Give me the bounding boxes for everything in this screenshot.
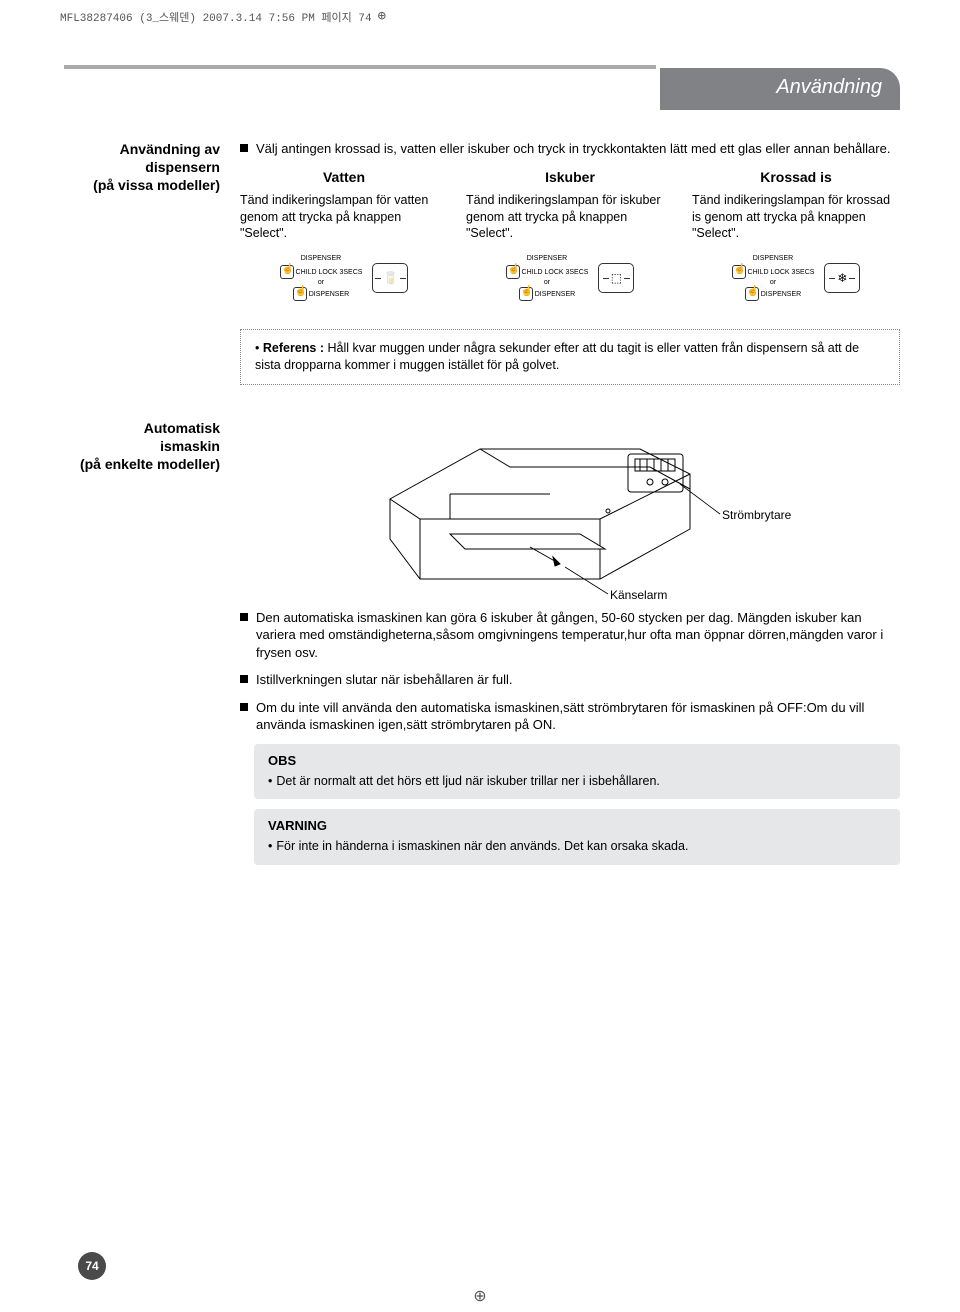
print-header-text: MFL38287406 (3_스웨덴) 2007.3.14 7:56 PM 페이… — [60, 9, 372, 25]
col-text: Tänd indikeringslampan för vatten genom … — [240, 192, 448, 241]
hand-icon — [293, 287, 307, 301]
fig-label-arm: Känselarm — [610, 587, 667, 603]
col-title: Iskuber — [466, 168, 674, 187]
intro-bullet: Välj antingen krossad is, vatten eller i… — [240, 140, 900, 158]
hand-bottom-label: DISPENSER — [535, 291, 575, 298]
col-cubes: Iskuber Tänd indikeringslampan för iskub… — [466, 168, 674, 301]
dash-icon — [624, 278, 630, 279]
page-number-text: 74 — [85, 1259, 98, 1273]
water-glyph-box: 🥛 — [372, 263, 408, 293]
varning-title: VARNING — [268, 817, 886, 835]
dot-icon: • — [268, 839, 272, 853]
page-content: Användning av dispensern (på vissa model… — [60, 140, 900, 875]
cube-glyph-box: ⬚ — [598, 263, 634, 293]
bullet-3: Om du inte vill använda den automatiska … — [240, 699, 900, 734]
bullet-1: Den automatiska ismaskinen kan göra 6 is… — [240, 609, 900, 662]
col-text: Tänd indikeringslampan för iskuber genom… — [466, 192, 674, 241]
dispenser-icons: DISPENSER CHILD LOCK 3SECS or DISPENSER … — [240, 255, 448, 301]
obs-title: OBS — [268, 752, 886, 770]
crop-mark-top: ⊕ — [378, 8, 386, 25]
side-heading-dispenser: Användning av dispensern (på vissa model… — [60, 140, 240, 195]
dot-icon: • — [268, 774, 272, 788]
hand-icon — [732, 265, 746, 279]
obs-line: • Det är normalt att det hörs ett ljud nä… — [268, 773, 886, 790]
dash-icon — [400, 278, 406, 279]
hand-lock-label: CHILD LOCK 3SECS — [522, 268, 589, 275]
dispenser-icons: DISPENSER CHILD LOCK 3SECS or DISPENSER … — [466, 255, 674, 301]
ref-label: Referens : — [263, 341, 328, 355]
col-water: Vatten Tänd indikeringslampan för vatten… — [240, 168, 448, 301]
dash-icon — [829, 278, 835, 279]
ref-text: Håll kvar muggen under några sekunder ef… — [255, 341, 859, 372]
hand-top-label: DISPENSER — [506, 255, 589, 263]
dispenser-icons: DISPENSER CHILD LOCK 3SECS or DISPENSER … — [692, 255, 900, 301]
section-tab-label: Användning — [776, 76, 882, 98]
crushed-icon: ❄ — [837, 270, 847, 286]
bullet-text: Istillverkningen slutar när isbehållaren… — [256, 671, 513, 689]
col-text: Tänd indikeringslampan för krossad is ge… — [692, 192, 900, 241]
hand-lock-label: CHILD LOCK 3SECS — [296, 268, 363, 275]
bullet-text: Om du inte vill använda den automatiska … — [256, 699, 900, 734]
page-number: 74 — [78, 1252, 106, 1280]
intro-bullet-text: Välj antingen krossad is, vatten eller i… — [256, 140, 890, 158]
header-rule — [64, 65, 656, 69]
bullet-icon — [240, 613, 248, 621]
side-heading-line: dispensern — [60, 158, 220, 176]
hand-bottom-label: DISPENSER — [309, 291, 349, 298]
hand-instruction: DISPENSER CHILD LOCK 3SECS or DISPENSER — [732, 255, 815, 301]
icemaker-figure: Strömbrytare Känselarm — [350, 419, 770, 609]
hand-icon — [280, 265, 294, 279]
side-heading-line: (på enkelte modeller) — [60, 455, 220, 473]
hand-or-label: or — [732, 279, 815, 287]
hand-lock-label: CHILD LOCK 3SECS — [748, 268, 815, 275]
hand-icon — [519, 287, 533, 301]
icemaker-main: Strömbrytare Känselarm Den automatiska i… — [240, 419, 900, 875]
obs-text: Det är normalt att det hörs ett ljud när… — [276, 774, 660, 788]
icemaker-svg — [350, 419, 770, 609]
water-icon: 🥛 — [383, 270, 398, 286]
crop-mark-bottom: ⊕ — [473, 1286, 486, 1306]
bullet-text: Den automatiska ismaskinen kan göra 6 is… — [256, 609, 900, 662]
print-header: MFL38287406 (3_스웨덴) 2007.3.14 7:56 PM 페이… — [60, 8, 386, 25]
col-crushed: Krossad is Tänd indikeringslampan för kr… — [692, 168, 900, 301]
side-heading-line: Automatisk — [60, 419, 220, 437]
ref-bullet: • — [255, 341, 263, 355]
three-columns: Vatten Tänd indikeringslampan för vatten… — [240, 168, 900, 301]
dash-icon — [849, 278, 855, 279]
hand-or-label: or — [506, 279, 589, 287]
hand-instruction: DISPENSER CHILD LOCK 3SECS or DISPENSER — [506, 255, 589, 301]
dash-icon — [603, 278, 609, 279]
side-heading-line: Användning av — [60, 140, 220, 158]
dash-icon — [375, 278, 381, 279]
hand-top-label: DISPENSER — [732, 255, 815, 263]
bullet-icon — [240, 675, 248, 683]
block-icemaker: Automatisk ismaskin (på enkelte modeller… — [60, 419, 900, 875]
side-heading-icemaker: Automatisk ismaskin (på enkelte modeller… — [60, 419, 240, 474]
hand-top-label: DISPENSER — [280, 255, 363, 263]
hand-or-label: or — [280, 279, 363, 287]
hand-bottom-label: DISPENSER — [761, 291, 801, 298]
varning-line: • För inte in händerna i ismaskinen när d… — [268, 838, 886, 855]
col-title: Vatten — [240, 168, 448, 187]
fig-label-switch: Strömbrytare — [722, 507, 791, 523]
varning-text: För inte in händerna i ismaskinen när de… — [276, 839, 688, 853]
hand-instruction: DISPENSER CHILD LOCK 3SECS or DISPENSER — [280, 255, 363, 301]
side-heading-line: ismaskin — [60, 437, 220, 455]
obs-box: OBS • Det är normalt att det hörs ett lju… — [254, 744, 900, 799]
reference-box: • Referens : Håll kvar muggen under någr… — [240, 329, 900, 385]
hand-icon — [745, 287, 759, 301]
section-tab: Användning — [660, 68, 900, 110]
cube-icon: ⬚ — [611, 270, 622, 286]
varning-box: VARNING • För inte in händerna i ismaskin… — [254, 809, 900, 864]
col-title: Krossad is — [692, 168, 900, 187]
side-heading-line: (på vissa modeller) — [60, 176, 220, 194]
hand-icon — [506, 265, 520, 279]
block-dispenser-usage: Användning av dispensern (på vissa model… — [60, 140, 900, 385]
bullet-2: Istillverkningen slutar när isbehållaren… — [240, 671, 900, 689]
crushed-glyph-box: ❄ — [824, 263, 860, 293]
dispenser-main: Välj antingen krossad is, vatten eller i… — [240, 140, 900, 385]
bullet-icon — [240, 703, 248, 711]
bullet-icon — [240, 144, 248, 152]
